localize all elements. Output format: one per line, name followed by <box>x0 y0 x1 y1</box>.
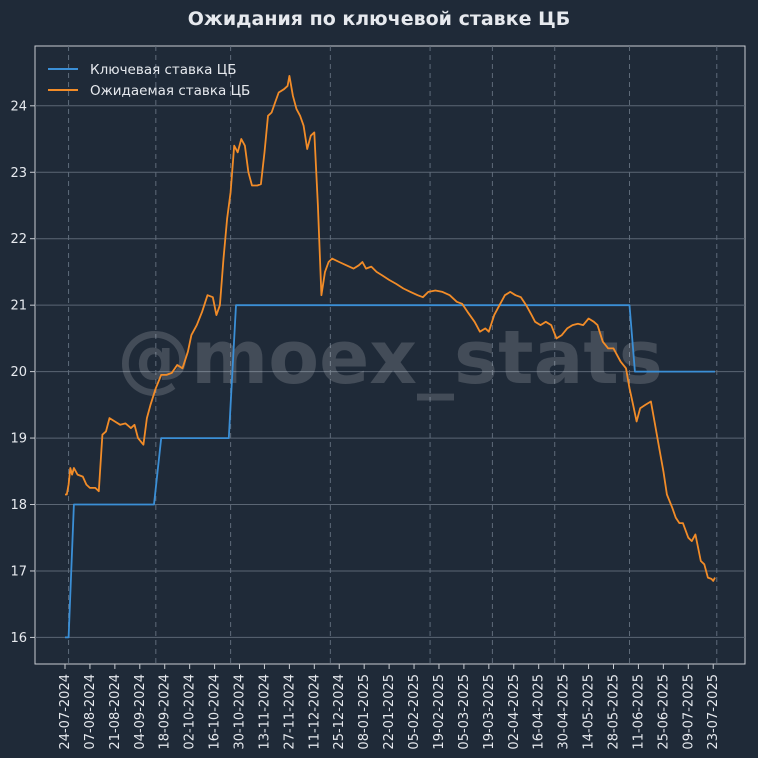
x-tick-label: 24-07-2024 <box>58 674 73 750</box>
x-tick-label: 16-10-2024 <box>208 674 223 750</box>
x-tick-label: 19-03-2025 <box>482 674 497 750</box>
y-tick-label: 21 <box>10 299 27 314</box>
x-tick-label: 18-09-2024 <box>158 674 173 750</box>
x-tick-label: 02-04-2025 <box>507 674 522 750</box>
x-tick-label: 13-11-2024 <box>257 674 272 750</box>
y-tick-label: 20 <box>10 365 27 380</box>
x-tick-label: 08-01-2025 <box>357 674 372 750</box>
watermark-text: @moex_stats <box>117 315 663 401</box>
x-tick-label: 23-07-2025 <box>706 674 721 750</box>
x-tick-label: 21-08-2024 <box>108 674 123 750</box>
x-tick-label: 14-05-2025 <box>582 674 597 750</box>
x-tick-label: 05-02-2025 <box>407 674 422 750</box>
x-tick-label: 27-11-2024 <box>282 674 297 750</box>
plot-frame <box>34 45 746 665</box>
x-tick-label: 19-02-2025 <box>432 674 447 750</box>
x-tick-label: 11-06-2025 <box>631 674 646 750</box>
x-tick-label: 25-06-2025 <box>656 674 671 750</box>
y-tick-label: 24 <box>10 99 27 114</box>
y-tick-label: 16 <box>10 631 27 646</box>
x-tick-label: 04-09-2024 <box>133 674 148 750</box>
x-tick-label: 02-10-2024 <box>183 674 198 750</box>
legend-label: Ожидаемая ставка ЦБ <box>90 83 250 99</box>
legend-label: Ключевая ставка ЦБ <box>90 62 236 78</box>
x-tick-label: 28-05-2025 <box>606 674 621 750</box>
x-tick-label: 07-08-2024 <box>83 674 98 750</box>
key-rate-line <box>65 304 715 639</box>
x-tick-label: 11-12-2024 <box>307 674 322 750</box>
x-tick-label: 09-07-2025 <box>681 674 696 750</box>
y-tick-label: 22 <box>10 232 27 247</box>
chart-title: Ожидания по ключевой ставке ЦБ <box>187 8 571 30</box>
x-tick-label: 05-03-2025 <box>457 674 472 750</box>
expected-rate-line <box>65 75 716 582</box>
x-tick-label: 25-12-2024 <box>332 674 347 750</box>
y-tick-label: 18 <box>10 498 27 513</box>
y-tick-label: 19 <box>10 432 27 447</box>
x-tick-label: 30-10-2024 <box>233 674 248 750</box>
x-tick-label: 22-01-2025 <box>382 674 397 750</box>
x-tick-label: 30-04-2025 <box>557 674 572 750</box>
x-tick-label: 16-04-2025 <box>532 674 547 750</box>
y-tick-label: 23 <box>10 166 27 181</box>
y-tick-label: 17 <box>10 564 27 579</box>
